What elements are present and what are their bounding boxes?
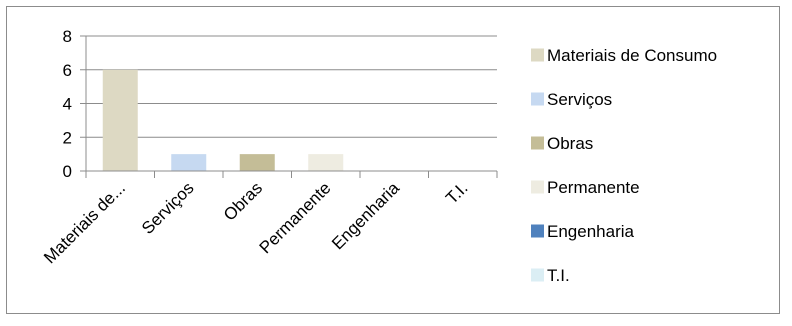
legend-label: Serviços	[547, 90, 612, 109]
legend-swatch	[531, 136, 544, 150]
bar	[239, 154, 275, 171]
gridlines	[86, 35, 497, 138]
legend-swatch	[531, 48, 544, 62]
x-tick-label: Materiais de...	[40, 178, 129, 267]
bar	[308, 154, 344, 171]
x-tick-labels: Materiais de... Serviços ObrasPermanenteEn…	[40, 178, 471, 267]
x-tick-label: Serviços	[138, 178, 198, 238]
legend-label: Materiais de Consumo	[547, 46, 717, 65]
legend-swatch	[531, 224, 544, 238]
legend-label: Permanente	[547, 178, 640, 197]
x-tick-label: Obras	[220, 178, 266, 224]
legend-label: Engenharia	[547, 222, 635, 241]
y-tick-label: 6	[63, 61, 72, 80]
y-tick-label: 8	[63, 27, 72, 46]
y-tick-label: 4	[63, 95, 72, 114]
bars	[102, 69, 344, 171]
legend-label: T.I.	[547, 266, 570, 285]
legend-swatch	[531, 92, 544, 106]
y-tick-labels: 0 2 4 6 8	[63, 27, 72, 181]
bar	[171, 154, 207, 171]
bar	[102, 69, 138, 171]
legend-label: Obras	[547, 134, 593, 153]
legend-swatch	[531, 180, 544, 194]
y-tick-label: 2	[63, 128, 72, 147]
y-tick-label: 0	[63, 162, 72, 181]
x-tick-label: Engenharia	[328, 178, 403, 253]
x-tick-label: T.I.	[442, 178, 471, 207]
axes	[80, 35, 498, 178]
legend-swatch	[531, 268, 544, 282]
x-tick-label: Permanente	[256, 178, 335, 257]
legend: Materiais de Consumo Serviços Obras Permane…	[531, 46, 717, 285]
